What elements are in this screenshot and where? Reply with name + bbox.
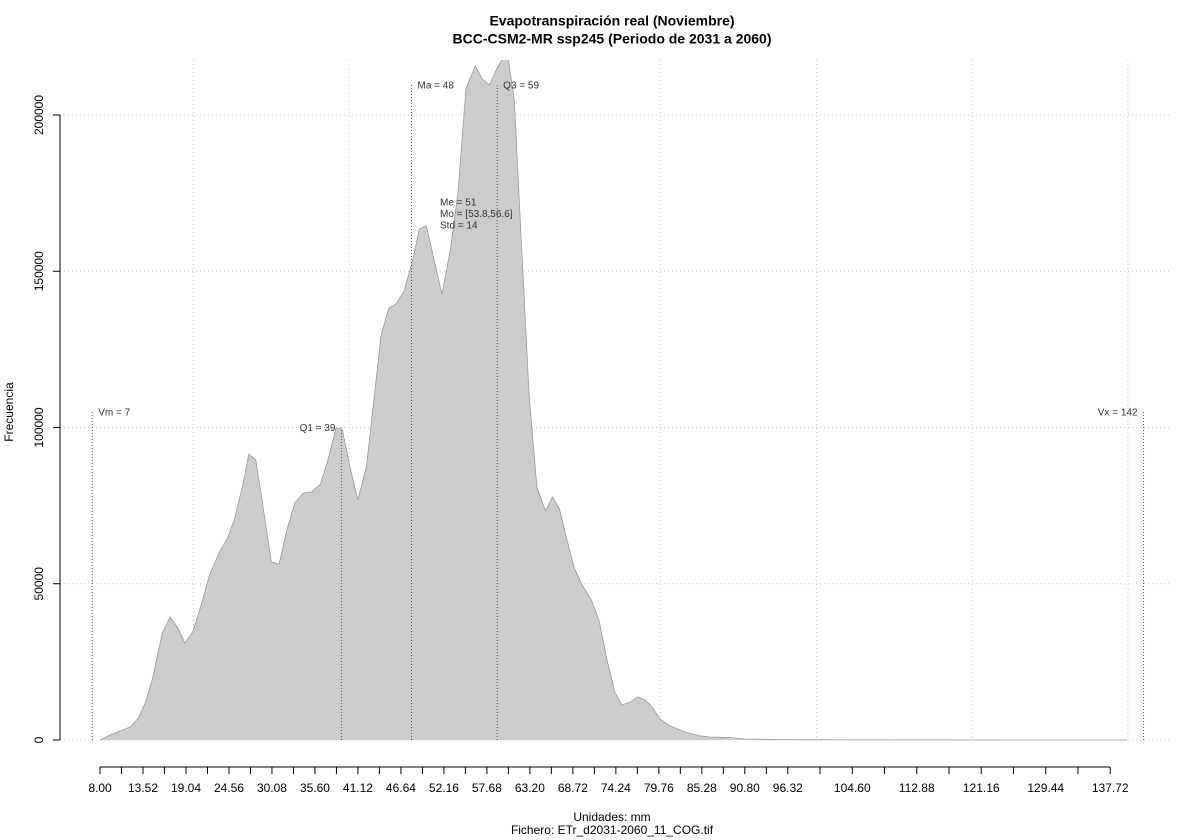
stats-label: Me = 51 xyxy=(440,198,477,209)
area-outline xyxy=(99,60,1128,741)
x-tick-label: 68.72 xyxy=(558,781,588,795)
x-tick-label: 104.60 xyxy=(834,781,871,795)
y-tick-label: 150000 xyxy=(32,251,46,291)
x-tick-label: 24.56 xyxy=(214,781,244,795)
y-tick-label: 0 xyxy=(32,736,46,743)
stats-label: Std = 14 xyxy=(440,221,478,232)
x-tick-label: 46.64 xyxy=(386,781,416,795)
annotation-label: Q1 = 39 xyxy=(300,423,336,434)
x-axis-label: Unidades: mm xyxy=(573,810,650,824)
y-tick-label: 200000 xyxy=(32,95,46,135)
x-tick-label: 96.32 xyxy=(773,781,803,795)
x-tick-label: 13.52 xyxy=(128,781,158,795)
x-tick-label: 41.12 xyxy=(343,781,373,795)
chart-title: Evapotranspiración real (Noviembre) xyxy=(489,13,734,29)
y-tick-label: 50000 xyxy=(32,567,46,601)
x-tick-label: 8.00 xyxy=(88,781,112,795)
chart-subtitle: BCC-CSM2-MR ssp245 (Periodo de 2031 a 20… xyxy=(453,31,772,47)
area-fill xyxy=(100,60,1128,740)
y-tick-label: 100000 xyxy=(32,407,46,447)
x-tick-label: 85.28 xyxy=(687,781,717,795)
x-tick-label: 74.24 xyxy=(601,781,631,795)
y-axis-label: Frecuencia xyxy=(2,382,16,442)
x-tick-label: 112.88 xyxy=(899,781,935,795)
x-tick-label: 52.16 xyxy=(429,781,459,795)
x-tick-label: 137.72 xyxy=(1092,781,1129,795)
plot-area xyxy=(99,60,1128,741)
x-tick-label: 79.76 xyxy=(644,781,674,795)
stats-label: Mo = [53.8,56.6] xyxy=(440,209,513,220)
x-tick-label: 90.80 xyxy=(730,781,760,795)
x-tick-label: 30.08 xyxy=(257,781,287,795)
x-tick-label: 35.60 xyxy=(300,781,330,795)
x-tick-label: 63.20 xyxy=(515,781,545,795)
annotation-label: Vx = 142 xyxy=(1098,408,1138,419)
caption: Fichero: ETr_d2031-2060_11_COG.tif xyxy=(511,823,714,837)
annotation-label: Vm = 7 xyxy=(98,408,130,419)
x-tick-label: 121.16 xyxy=(963,781,1000,795)
annotation-label: Q3 = 59 xyxy=(503,81,539,92)
annotation-label: Ma = 48 xyxy=(418,81,455,92)
x-tick-label: 19.04 xyxy=(171,781,201,795)
x-tick-label: 129.44 xyxy=(1027,781,1064,795)
x-tick-label: 57.68 xyxy=(472,781,502,795)
